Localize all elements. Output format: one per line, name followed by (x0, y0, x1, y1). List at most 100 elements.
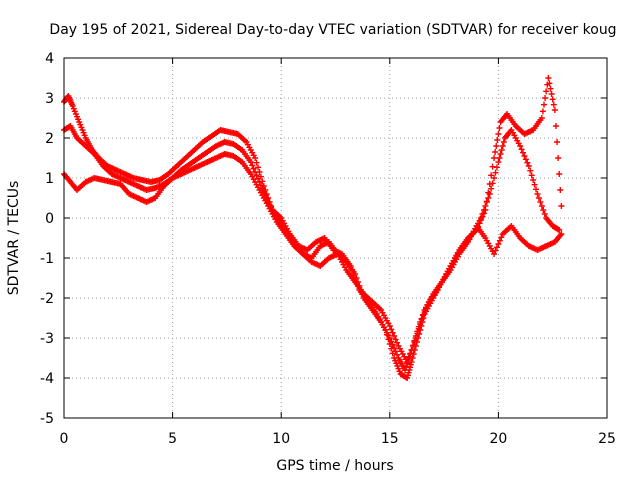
x-tick-label: 20 (489, 431, 507, 447)
track-b-point (478, 215, 485, 221)
track-b-point (535, 195, 542, 201)
track-c-point (411, 339, 418, 345)
track-a-point (551, 107, 558, 113)
track-b-point (486, 191, 493, 197)
track-a-point (539, 108, 546, 115)
track-a-point (255, 164, 262, 171)
track-b-point (541, 211, 548, 217)
track-b-point (498, 147, 505, 153)
track-a-point (550, 101, 557, 108)
track-c-point (409, 343, 416, 349)
track-c-point (418, 316, 425, 323)
track-b-point (488, 185, 495, 192)
track-a-point (552, 123, 559, 129)
track-b-point (253, 172, 260, 179)
track-b-point (527, 167, 534, 174)
track-b-point (556, 227, 563, 233)
track-c-point (404, 359, 411, 365)
track-a-point (546, 80, 553, 87)
track-c-point (389, 329, 396, 336)
track-c-point (412, 335, 419, 341)
track-b-point (394, 351, 401, 358)
track-a-point (538, 115, 545, 121)
grid-lines (64, 58, 607, 418)
track-c-point (496, 237, 503, 244)
track-b-point (537, 199, 544, 205)
track-c-point (394, 339, 401, 346)
y-tick-label: 4 (45, 51, 54, 67)
data-points (61, 75, 565, 381)
track-b-point (485, 195, 492, 201)
track-b-point (482, 203, 489, 209)
track-b-point (250, 165, 257, 172)
track-c-point (420, 311, 427, 318)
track-b-point (499, 143, 506, 149)
track-a-point (556, 171, 563, 177)
track-b-point (531, 181, 538, 188)
track-b-point (497, 151, 504, 157)
track-c-point (498, 234, 505, 241)
track-b-point (496, 155, 503, 161)
track-a-point (555, 155, 562, 161)
track-c-point (407, 351, 414, 357)
x-tick-label: 5 (168, 431, 177, 447)
track-b-point (517, 143, 524, 149)
track-a-point (558, 203, 565, 209)
track-a-point (491, 155, 498, 161)
track-b-point (352, 271, 359, 277)
track-c-point (405, 355, 412, 361)
y-tick-label: -3 (40, 331, 54, 347)
track-b-point (530, 177, 537, 183)
track-b-point (392, 348, 399, 355)
y-tick-label: -1 (40, 251, 54, 267)
y-tick-label: 0 (45, 211, 54, 227)
track-b-point (491, 175, 498, 181)
track-b-point (525, 163, 532, 169)
track-b-point (500, 139, 507, 145)
y-tick-label: 2 (45, 131, 54, 147)
track-b-point (524, 159, 531, 166)
track-b-point (489, 180, 496, 187)
track-b-point (492, 169, 499, 176)
track-c-point (415, 325, 422, 332)
track-b-point (520, 149, 527, 156)
track-c-point (414, 330, 421, 337)
track-b-point (518, 146, 525, 153)
track-b-point (388, 338, 395, 345)
track-c-point (392, 336, 399, 343)
track-b-point (402, 367, 409, 373)
y-axis-label: SDTVAR / TECUs (6, 181, 22, 296)
y-tick-label: -4 (40, 371, 54, 387)
track-b-point (483, 199, 490, 205)
x-tick-label: 25 (598, 431, 616, 447)
track-a-point (548, 91, 555, 97)
track-a-point (541, 101, 548, 108)
track-a-point (253, 159, 260, 166)
track-a-point (252, 155, 259, 161)
track-b-point (493, 164, 500, 171)
track-c-point (492, 247, 499, 254)
track-a-point (496, 125, 503, 131)
track-a-point (545, 75, 552, 81)
track-b-point (533, 186, 540, 193)
track-c-point (386, 323, 393, 329)
x-axis-label: GPS time / hours (276, 458, 393, 474)
y-tick-label: 3 (45, 91, 54, 107)
track-b-point (389, 341, 396, 348)
track-b-point (247, 159, 254, 165)
track-a-point (543, 88, 550, 95)
track-a-point (493, 143, 500, 149)
chart-title: Day 195 of 2021, Sidereal Day-to-day VTE… (49, 22, 616, 38)
track-a-point (557, 187, 564, 193)
axis-ticks: 0 5 10 15 20 25 -5 -4 -3 -2 -1 0 1 2 3 4 (40, 51, 616, 447)
track-b-point (252, 169, 259, 175)
track-a-point (547, 85, 554, 92)
plot-frame (63, 57, 608, 419)
track-a-point (492, 149, 499, 155)
y-tick-label: 1 (45, 171, 54, 187)
track-a-point (542, 95, 549, 101)
track-c-point (558, 231, 565, 237)
track-b-point (534, 191, 541, 197)
x-tick-label: 0 (60, 431, 69, 447)
track-c-point (391, 333, 398, 339)
